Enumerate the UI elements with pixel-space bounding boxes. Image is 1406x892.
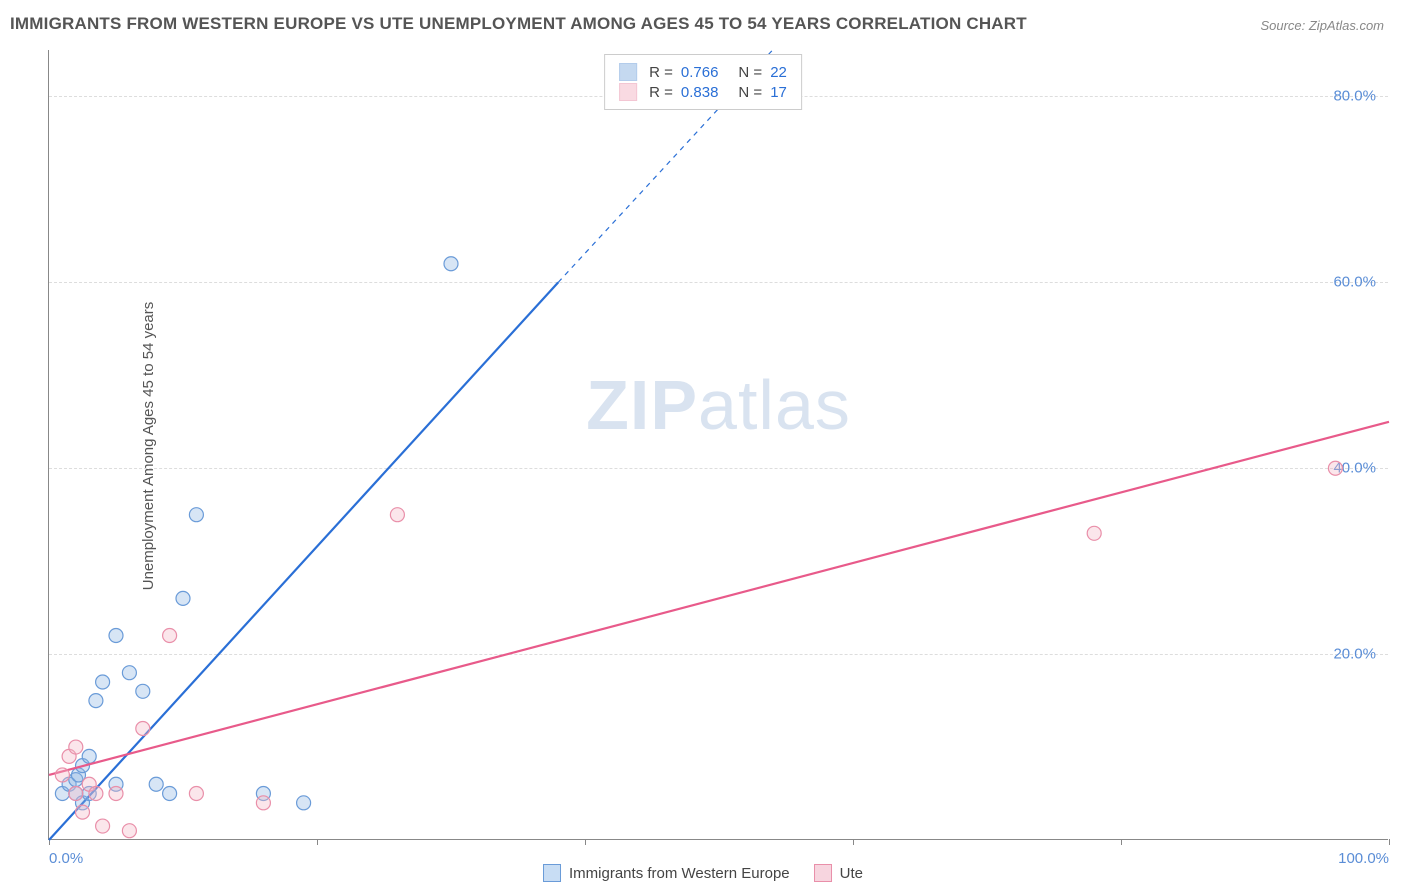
data-point <box>122 824 136 838</box>
series-legend-label: Immigrants from Western Europe <box>569 865 790 882</box>
data-point <box>76 805 90 819</box>
x-tick <box>853 839 854 845</box>
n-value: 17 <box>770 84 787 101</box>
x-tick <box>1389 839 1390 845</box>
series-legend-item: Ute <box>814 864 863 882</box>
n-value: 22 <box>770 64 787 81</box>
r-value: 0.838 <box>681 84 719 101</box>
data-point <box>122 666 136 680</box>
r-label: R = <box>649 64 673 81</box>
x-tick <box>585 839 586 845</box>
chart-svg <box>49 50 1388 839</box>
chart-title: IMMIGRANTS FROM WESTERN EUROPE VS UTE UN… <box>10 14 1027 34</box>
data-point <box>96 819 110 833</box>
plot-area: ZIPatlas 20.0%40.0%60.0%80.0%0.0%100.0% <box>48 50 1388 840</box>
data-point <box>136 721 150 735</box>
legend-swatch <box>619 83 637 101</box>
data-point <box>297 796 311 810</box>
regression-line <box>49 282 558 840</box>
data-point <box>96 675 110 689</box>
data-point <box>1087 526 1101 540</box>
data-point <box>89 787 103 801</box>
data-point <box>109 787 123 801</box>
data-point <box>444 257 458 271</box>
data-point <box>189 787 203 801</box>
source-attribution: Source: ZipAtlas.com <box>1260 18 1384 33</box>
data-point <box>176 591 190 605</box>
data-point <box>163 787 177 801</box>
data-point <box>82 749 96 763</box>
data-point <box>163 629 177 643</box>
x-tick <box>1121 839 1122 845</box>
data-point <box>136 684 150 698</box>
correlation-legend-row: R = 0.838 N = 17 <box>619 83 787 101</box>
data-point <box>1328 461 1342 475</box>
legend-swatch <box>619 63 637 81</box>
data-point <box>149 777 163 791</box>
data-point <box>390 508 404 522</box>
legend-swatch <box>814 864 832 882</box>
x-tick-label: 0.0% <box>49 850 83 867</box>
regression-line <box>49 422 1389 775</box>
r-label: R = <box>649 84 673 101</box>
series-legend-item: Immigrants from Western Europe <box>543 864 790 882</box>
data-point <box>69 787 83 801</box>
x-tick <box>317 839 318 845</box>
correlation-legend: R = 0.766 N = 22 R = 0.838 N = 17 <box>604 54 802 110</box>
series-legend-label: Ute <box>840 865 863 882</box>
data-point <box>256 796 270 810</box>
n-label: N = <box>738 84 762 101</box>
data-point <box>189 508 203 522</box>
x-tick-label: 100.0% <box>1338 850 1389 867</box>
n-label: N = <box>738 64 762 81</box>
correlation-legend-row: R = 0.766 N = 22 <box>619 63 787 81</box>
series-legend: Immigrants from Western Europe Ute <box>535 862 871 884</box>
legend-swatch <box>543 864 561 882</box>
data-point <box>69 740 83 754</box>
data-point <box>109 629 123 643</box>
data-point <box>89 694 103 708</box>
data-point <box>55 768 69 782</box>
r-value: 0.766 <box>681 64 719 81</box>
